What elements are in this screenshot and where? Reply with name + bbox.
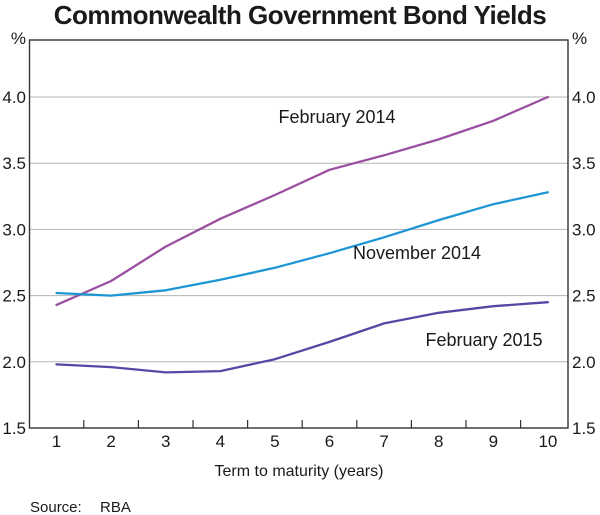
x-tick-label: 5 xyxy=(270,432,279,451)
x-tick-label: 8 xyxy=(434,432,443,451)
x-axis-title: Term to maturity (years) xyxy=(215,463,384,480)
y-tick-label-left: 4.0 xyxy=(2,88,26,107)
y-tick-label-left: 1.5 xyxy=(2,419,26,438)
y-tick-label-right: 4.0 xyxy=(572,88,596,107)
y-tick-label-left: 3.0 xyxy=(2,220,26,239)
x-tick-label: 10 xyxy=(538,432,557,451)
x-tick-label: 7 xyxy=(379,432,388,451)
source-label: Source: xyxy=(30,499,82,515)
y-tick-label-right: 3.5 xyxy=(572,154,596,173)
y-tick-label-right: 2.0 xyxy=(572,353,596,372)
x-tick-label: 9 xyxy=(489,432,498,451)
series-line-february-2014 xyxy=(55,95,550,307)
y-tick-label-right: 1.5 xyxy=(572,419,596,438)
series-label-february-2014: February 2014 xyxy=(278,107,395,127)
y-tick-label-left: 2.5 xyxy=(2,287,26,306)
y-axis-unit-right: % xyxy=(572,29,587,48)
x-tick-label: 3 xyxy=(161,432,170,451)
axis-labels-group: % % Term to maturity (years) Source: RBA… xyxy=(2,29,595,515)
x-tick-label: 1 xyxy=(52,432,61,451)
y-tick-label-left: 2.0 xyxy=(2,353,26,372)
y-tick-label-right: 3.0 xyxy=(572,220,596,239)
series-lines-group: February 2014 November 2014 February 2015 xyxy=(55,95,550,374)
source-value: RBA xyxy=(100,499,131,515)
series-line-november-2014 xyxy=(55,191,550,297)
y-tick-label-right: 2.5 xyxy=(572,287,596,306)
x-tick-label: 2 xyxy=(106,432,115,451)
gridlines-group xyxy=(29,96,568,363)
x-tick-label: 4 xyxy=(216,432,225,451)
x-tick-label: 6 xyxy=(325,432,334,451)
chart-title: Commonwealth Government Bond Yields xyxy=(53,0,547,30)
series-label-november-2014: November 2014 xyxy=(353,243,481,263)
plot-frame xyxy=(28,39,569,429)
series-label-february-2015: February 2015 xyxy=(425,330,542,350)
y-axis-unit-left: % xyxy=(11,29,26,48)
y-tick-label-left: 3.5 xyxy=(2,154,26,173)
series-line-february-2015 xyxy=(55,301,550,374)
x-minor-ticks-group xyxy=(83,420,522,428)
